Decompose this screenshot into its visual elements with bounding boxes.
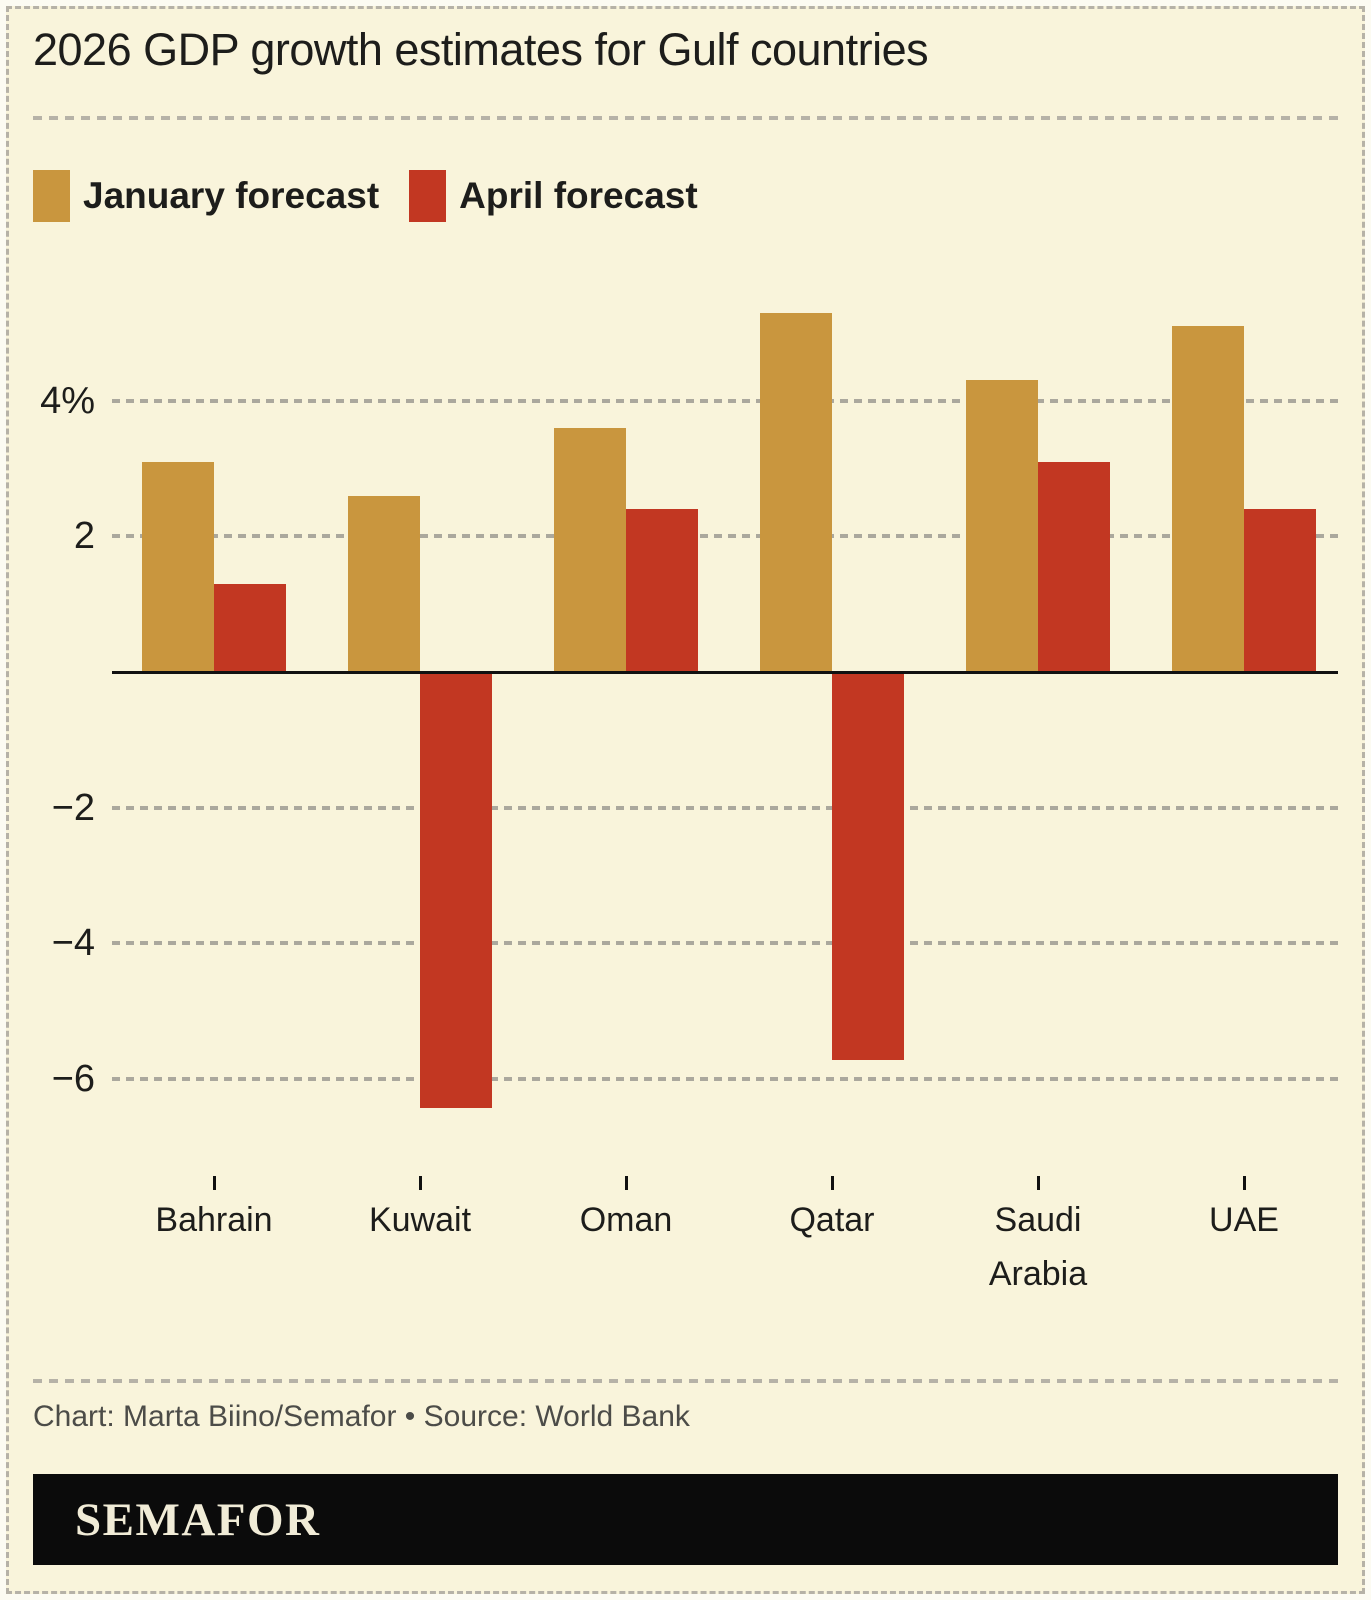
y-axis-label: 4% — [40, 379, 95, 422]
bar-january-uae — [1172, 326, 1244, 672]
bar-april-oman — [626, 509, 698, 672]
chart-credit: Chart: Marta Biino/Semafor • Source: Wor… — [33, 1400, 690, 1433]
bar-april-bahrain — [214, 583, 286, 672]
y-axis-label: −4 — [51, 922, 95, 965]
bar-april-uae — [1244, 509, 1316, 672]
x-axis-tick — [1243, 1176, 1246, 1190]
legend-swatch-april — [409, 170, 447, 222]
gridline-4 — [112, 398, 1338, 403]
bar-april-kuwait — [420, 674, 492, 1108]
legend-item-january: January forecast — [33, 170, 379, 222]
bar-january-qatar — [760, 312, 832, 672]
legend-label-april: April forecast — [459, 175, 698, 216]
chart-title: 2026 GDP growth estimates for Gulf count… — [33, 24, 929, 75]
bar-january-kuwait — [348, 495, 420, 672]
gridline--4 — [112, 941, 1338, 946]
legend-swatch-january — [33, 170, 70, 222]
category-label: Bahrain — [155, 1201, 273, 1239]
card-dashed-border — [6, 6, 1365, 1594]
category-label: Qatar — [789, 1201, 875, 1239]
bar-january-saudi-arabia — [966, 380, 1038, 672]
gridline--6 — [112, 1076, 1338, 1081]
y-axis-label: 2 — [73, 515, 95, 558]
category-label: Oman — [579, 1201, 673, 1239]
category-label: UAE — [1209, 1201, 1279, 1239]
bar-january-bahrain — [142, 461, 214, 672]
x-axis-baseline — [112, 671, 1338, 674]
category-label: Saudi Arabia — [988, 1201, 1088, 1293]
gridline--2 — [112, 805, 1338, 810]
footer-separator — [33, 1379, 1338, 1383]
gridline-2 — [112, 534, 1338, 539]
x-axis-tick — [1037, 1176, 1040, 1190]
y-axis-label: −6 — [51, 1057, 95, 1100]
x-axis-tick — [213, 1176, 216, 1190]
bar-april-qatar — [832, 674, 904, 1061]
brand-banner: SEMAFOR — [33, 1474, 1338, 1565]
legend: January forecast April forecast — [33, 170, 698, 222]
bar-january-oman — [554, 427, 626, 672]
category-label: Kuwait — [368, 1201, 472, 1239]
legend-label-january: January forecast — [83, 175, 380, 216]
y-axis-label: −2 — [51, 786, 95, 829]
bar-april-saudi-arabia — [1038, 461, 1110, 672]
legend-item-april: April forecast — [409, 170, 698, 222]
x-axis-tick — [419, 1176, 422, 1190]
x-axis-tick — [831, 1176, 834, 1190]
plot-area: 4% 2 −2 −4 −6 Bahrain Kuwait Oman Qatar Saudi Ara… — [40, 292, 1338, 1293]
x-axis-tick — [625, 1176, 628, 1190]
semafor-logo: SEMAFOR — [75, 1493, 321, 1546]
title-separator — [33, 116, 1338, 120]
